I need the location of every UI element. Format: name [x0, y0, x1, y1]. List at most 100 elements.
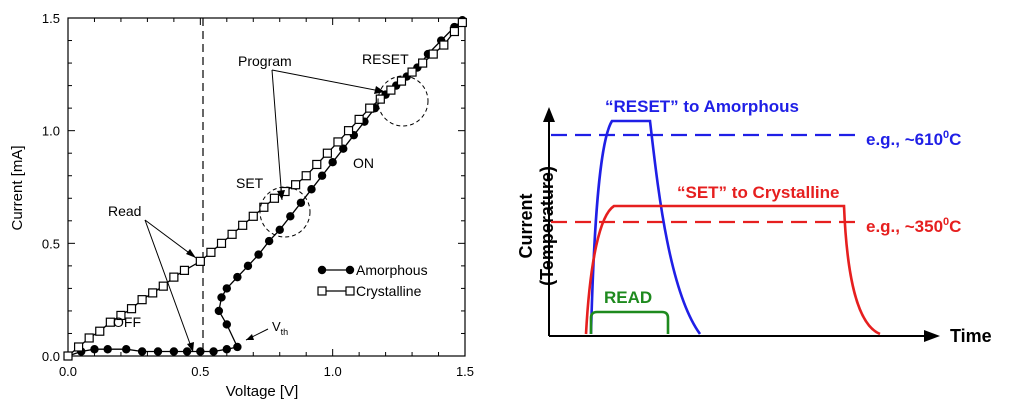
crystalline-point: [63, 351, 73, 361]
y-tick-label: 1.0: [42, 124, 60, 139]
amorphous-point: [222, 345, 231, 354]
pulse-y-sublabel: (Temperature): [537, 166, 557, 286]
reset-pulse-curve: [589, 119, 702, 335]
crystalline-point: [95, 326, 105, 336]
annotation-arrowheads: [186, 86, 385, 352]
crystalline-point: [449, 26, 460, 37]
amorphous-point: [286, 212, 295, 221]
amorphous-point: [307, 185, 316, 194]
crystalline-point: [259, 202, 269, 212]
crystalline-point: [227, 229, 237, 239]
x-tick-label: 0.5: [191, 364, 209, 379]
amorphous-point: [209, 347, 218, 356]
arrowhead: [374, 86, 385, 94]
crystalline-point: [301, 171, 311, 181]
crystalline-point: [148, 288, 158, 298]
legend-marker-amorphous: [317, 265, 327, 275]
amorphous-point: [137, 347, 147, 356]
crystalline-point: [179, 265, 190, 275]
crystalline-point: [158, 281, 168, 291]
x-tick-label: 0.0: [59, 364, 77, 379]
crystalline-point: [195, 256, 205, 266]
y-tick-label: 0.0: [42, 349, 60, 364]
y-tick-label: 1.5: [42, 11, 60, 26]
crystalline-point: [291, 180, 301, 190]
threshold-label-350: e.g., ~3500C: [866, 216, 961, 236]
crystalline-point: [137, 295, 147, 305]
pulse-x-label: Time: [950, 326, 992, 346]
threshold-label-610: e.g., ~6100C: [866, 129, 961, 149]
crystalline-point: [238, 220, 248, 230]
amorphous-point: [254, 250, 263, 259]
amorphous-point: [222, 320, 231, 329]
amorphous-point: [90, 345, 99, 354]
iv-legend: Amorphous Crystalline: [317, 262, 428, 299]
off-label: OFF: [113, 314, 141, 330]
amorphous-point: [153, 347, 163, 356]
y-tick-label: 0.5: [42, 236, 60, 251]
pulse-diagram: Current (Temperature) Time “RESET” to Am…: [516, 97, 992, 346]
crystalline-point: [386, 85, 396, 95]
amorphous-point: [196, 347, 205, 356]
iv-chart: 0.0 0.5 1.0 1.5 0.0 0.5 1.0 1.5 Voltage [V] Cu…: [9, 11, 474, 400]
y-axis-arrowhead: [543, 107, 555, 122]
reset-pulse-label: “RESET” to Amorphous: [605, 97, 799, 116]
crystalline-point: [333, 137, 343, 147]
x-tick-label: 1.0: [324, 364, 342, 379]
crystalline-point: [269, 193, 280, 203]
set-pulse-curve: [584, 204, 881, 336]
set-region-circle: [259, 186, 311, 238]
amorphous-point: [339, 144, 348, 153]
legend-marker-amorphous: [345, 265, 355, 275]
amorphous-point: [233, 342, 242, 352]
amorphous-point: [317, 171, 327, 180]
set-pulse-label: “SET” to Crystalline: [677, 183, 839, 202]
amorphous-point: [296, 198, 306, 207]
crystalline-point: [216, 238, 227, 248]
amorphous-point: [122, 345, 131, 354]
arrowhead: [187, 342, 194, 352]
crystalline-point: [439, 40, 449, 50]
on-label: ON: [353, 155, 374, 171]
series-markers-crystalline: [63, 17, 467, 361]
amorphous-point: [214, 306, 224, 316]
amorphous-point: [169, 347, 179, 356]
read-pulse-label: READ: [604, 288, 652, 307]
vth-label: Vth: [272, 319, 288, 337]
read-arrow-crystalline: [144, 219, 197, 259]
arrowhead: [186, 249, 196, 258]
program-label: Program: [238, 53, 292, 69]
legend-label-crystalline: Crystalline: [356, 283, 422, 299]
iv-plot-frame: [67, 17, 466, 357]
program-arrow-reset: [271, 69, 386, 93]
crystalline-point: [169, 272, 179, 282]
set-label: SET: [236, 175, 264, 191]
x-tick-label: 1.5: [456, 364, 474, 379]
reset-region-circle: [377, 75, 429, 127]
amorphous-point: [275, 225, 284, 235]
crystalline-point: [126, 304, 137, 314]
crystalline-point: [206, 247, 216, 257]
iv-y-tick-labels: 0.0 0.5 1.0 1.5: [42, 11, 60, 364]
crystalline-point: [248, 211, 258, 221]
amorphous-point: [328, 158, 337, 167]
crystalline-point: [428, 49, 438, 59]
crystalline-point: [365, 103, 375, 113]
crystalline-point: [343, 126, 354, 136]
amorphous-point: [217, 293, 226, 302]
crystalline-point: [322, 148, 332, 158]
crystalline-point: [418, 58, 428, 68]
amorphous-point: [264, 236, 274, 246]
annotation-arrows: [144, 69, 386, 353]
amorphous-point: [182, 347, 192, 356]
crystalline-point: [375, 94, 385, 104]
pulse-y-label: Current: [516, 193, 536, 258]
read-arrow-amorphous: [144, 219, 194, 353]
iv-axis-ticks: [67, 17, 466, 357]
reset-label: RESET: [362, 51, 409, 67]
arrowhead: [277, 190, 285, 200]
crystalline-point: [116, 310, 126, 321]
iv-x-tick-labels: 0.0 0.5 1.0 1.5: [59, 364, 474, 379]
crystalline-point: [73, 342, 84, 352]
